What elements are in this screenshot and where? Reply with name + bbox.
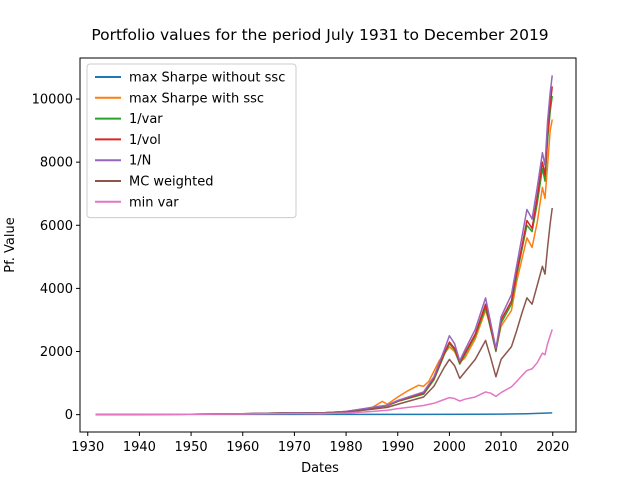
legend-label: 1/vol	[129, 133, 161, 148]
x-axis-label: Dates	[301, 461, 339, 476]
x-tick-label: 2000	[433, 440, 466, 455]
y-tick-label: 4000	[40, 282, 73, 297]
y-tick-label: 6000	[40, 219, 73, 234]
y-tick-label: 10000	[32, 93, 73, 108]
legend: max Sharpe without ssc max Sharpe with ss…	[86, 63, 297, 219]
x-tick-label: 1970	[278, 440, 311, 455]
y-axis: 0 2000 4000 6000 8000 10000	[32, 93, 80, 423]
x-axis: 1930 1940 1950 1960 1970 1980 1990 2000 2010 2020	[71, 432, 569, 455]
x-tick-label: 1940	[123, 440, 156, 455]
x-tick-label: 1980	[330, 440, 363, 455]
legend-label: min var	[129, 195, 179, 210]
legend-label: MC weighted	[129, 175, 214, 190]
y-tick-label: 2000	[40, 345, 73, 360]
legend-label: max Sharpe with ssc	[129, 91, 264, 106]
y-axis-label: Pf. Value	[3, 217, 18, 272]
series-line-6	[95, 329, 553, 416]
x-tick-label: 1990	[381, 440, 414, 455]
x-tick-label: 1930	[71, 440, 104, 455]
legend-label: 1/N	[129, 154, 151, 169]
chart-title: Portfolio values for the period July 193…	[91, 26, 548, 44]
plot-lines	[95, 75, 553, 416]
y-tick-label: 0	[65, 408, 73, 423]
plot-area-frame	[79, 57, 577, 433]
y-tick-label: 8000	[40, 156, 73, 171]
x-tick-label: 2010	[485, 440, 518, 455]
legend-box	[86, 63, 297, 219]
x-tick-label: 1960	[226, 440, 259, 455]
legend-label: 1/var	[129, 112, 163, 127]
x-tick-label: 1950	[175, 440, 208, 455]
x-tick-label: 2020	[536, 440, 569, 455]
legend-label: max Sharpe without ssc	[129, 71, 285, 86]
